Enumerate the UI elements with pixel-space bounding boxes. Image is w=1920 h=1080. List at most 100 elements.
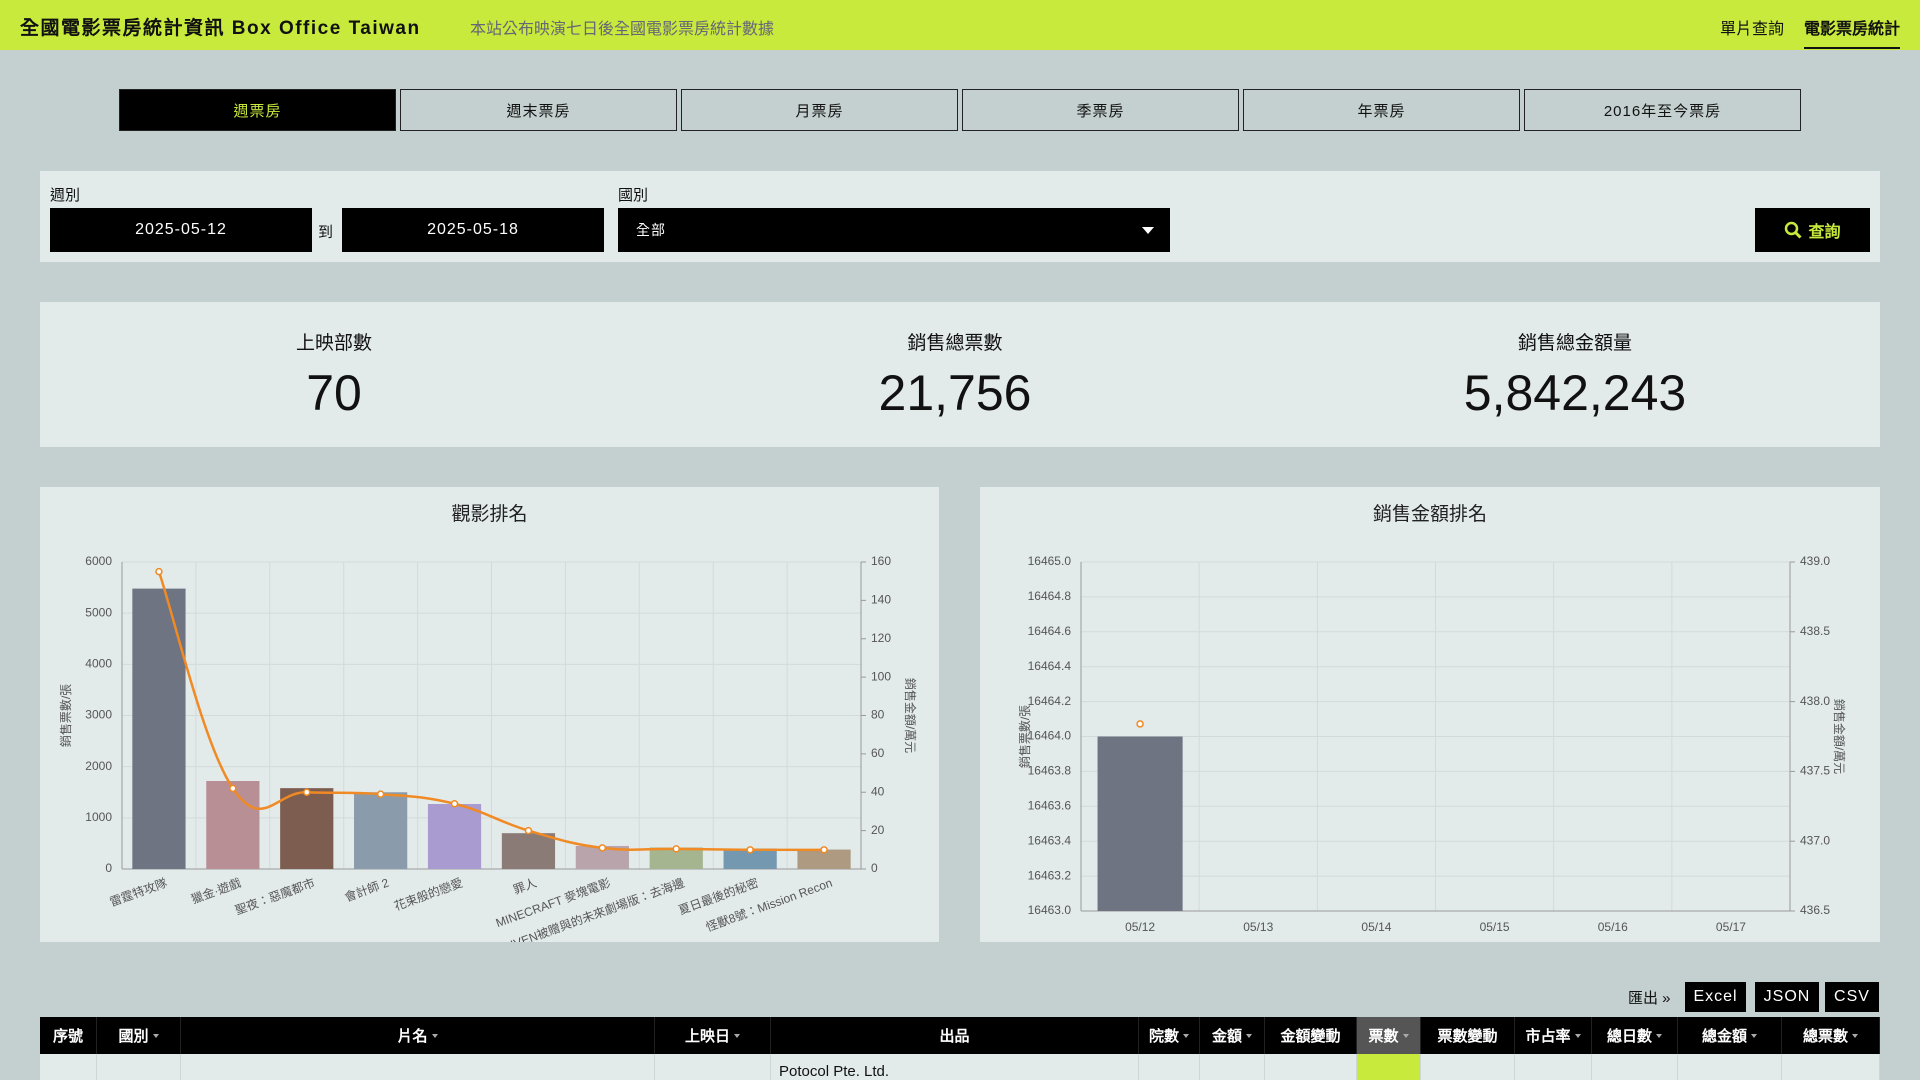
y-tick-label: 16464.0 xyxy=(1028,729,1072,743)
country-select[interactable]: 全部 xyxy=(618,208,1170,252)
table-cell xyxy=(181,1054,655,1080)
y2-tick-label: 60 xyxy=(871,746,885,760)
y2-tick-label: 438.0 xyxy=(1800,694,1830,708)
table-cell xyxy=(1515,1054,1592,1080)
stat-label: 上映部數 xyxy=(295,333,372,354)
y-tick-label: 16464.2 xyxy=(1028,694,1072,708)
line-point xyxy=(524,826,533,835)
line-point xyxy=(376,790,385,798)
column-header[interactable]: 上映日 xyxy=(655,1017,771,1054)
tab[interactable]: 季票房 xyxy=(962,89,1239,131)
stat-value: 21,756 xyxy=(878,365,1032,421)
column-header[interactable]: 票數 xyxy=(1357,1017,1421,1054)
y-tick-label: 16464.6 xyxy=(1028,624,1072,638)
y2-axis-title: 銷售金額/萬元 xyxy=(903,678,918,753)
date-input[interactable]: 2025-05-12 xyxy=(50,208,312,252)
y2-tick-label: 438.5 xyxy=(1800,624,1830,638)
bar xyxy=(797,849,851,869)
stat-label: 銷售總金額量 xyxy=(1517,333,1632,354)
y2-tick-label: 140 xyxy=(871,593,891,607)
y-tick-label: 16464.4 xyxy=(1028,659,1072,673)
y-tick-label: 2000 xyxy=(85,759,112,773)
table-cell xyxy=(1592,1054,1678,1080)
line-point xyxy=(820,846,828,854)
table-cell xyxy=(1678,1054,1782,1080)
line-point xyxy=(229,784,237,793)
y-tick-label: 5000 xyxy=(85,605,112,619)
site-subtitle: 本站公布映演七日後全國電影票房統計數據 xyxy=(470,21,775,38)
export-button[interactable]: Excel xyxy=(1685,982,1746,1012)
y-tick-label: 6000 xyxy=(85,554,112,568)
line-point xyxy=(746,846,754,854)
column-header[interactable]: 總日數 xyxy=(1592,1017,1678,1054)
line-point xyxy=(598,844,607,852)
table-cell: Potocol Pte. Ltd. xyxy=(771,1054,1139,1080)
bar xyxy=(427,804,482,869)
filter-label: 國別 xyxy=(618,187,649,204)
y2-tick-label: 80 xyxy=(871,708,885,722)
column-header: 票數變動 xyxy=(1421,1017,1515,1054)
table-cell xyxy=(1200,1054,1265,1080)
column-header[interactable]: 總金額 xyxy=(1678,1017,1782,1054)
stat-label: 銷售總票數 xyxy=(907,333,1003,354)
table-cell xyxy=(97,1054,181,1080)
x-tick-label: 05/13 xyxy=(1243,920,1273,934)
column-header[interactable]: 院數 xyxy=(1139,1017,1200,1054)
y2-tick-label: 100 xyxy=(871,669,891,683)
tab-active[interactable]: 週票房 xyxy=(119,89,396,131)
stats-panel xyxy=(40,302,1880,447)
bar xyxy=(575,845,629,869)
nav-link[interactable]: 單片查詢 xyxy=(1720,21,1785,38)
bar xyxy=(132,588,186,869)
tab[interactable]: 月票房 xyxy=(681,89,958,131)
y2-tick-label: 0 xyxy=(871,861,878,875)
column-header: 序號 xyxy=(40,1017,97,1054)
site-title[interactable]: 全國電影票房統計資訊 Box Office Taiwan xyxy=(20,18,421,39)
header: 全國電影票房統計資訊 Box Office Taiwan 本站公布映演七日後全國… xyxy=(0,0,1920,50)
y-tick-label: 16463.8 xyxy=(1028,764,1072,778)
export-button[interactable]: CSV xyxy=(1825,982,1879,1012)
column-header[interactable]: 國別 xyxy=(97,1017,181,1054)
x-tick-label: 05/15 xyxy=(1480,920,1510,934)
tab[interactable]: 週末票房 xyxy=(400,89,677,131)
y2-tick-label: 437.0 xyxy=(1800,833,1830,847)
column-header[interactable]: 金額 xyxy=(1200,1017,1265,1054)
y2-tick-label: 437.5 xyxy=(1800,764,1830,778)
bar xyxy=(206,780,260,869)
x-tick-label: 雷霆特攻隊 xyxy=(108,875,170,910)
line-point xyxy=(1136,720,1144,728)
table-cell xyxy=(1782,1054,1880,1080)
column-header[interactable]: 總票數 xyxy=(1782,1017,1880,1054)
y2-tick-label: 20 xyxy=(871,823,885,837)
y2-axis-title: 銷售金額/萬元 xyxy=(1832,699,1847,774)
column-header: 出品 xyxy=(771,1017,1139,1054)
date-input[interactable]: 2025-05-18 xyxy=(342,208,604,252)
chart-title: 觀影排名 xyxy=(451,503,527,525)
y2-tick-label: 160 xyxy=(871,554,891,568)
bar xyxy=(501,833,556,869)
chart: 觀影排名 0 1000 2000 3000 4000 5000 6000 0 20 40 60 80 10… xyxy=(40,487,939,942)
line-point xyxy=(450,800,459,808)
nav-link-active[interactable]: 電影票房統計 xyxy=(1804,15,1901,49)
table-row: Potocol Pte. Ltd. xyxy=(40,1054,1880,1080)
y-tick-label: 1000 xyxy=(85,810,112,824)
export-button[interactable]: JSON xyxy=(1755,982,1819,1012)
filter-label: 週別 xyxy=(50,187,81,204)
y2-tick-label: 40 xyxy=(871,784,885,798)
stat-value: 70 xyxy=(306,365,362,421)
search-button[interactable]: 查詢 xyxy=(1755,208,1870,252)
x-tick-label: 會計師 2 xyxy=(342,875,391,905)
y2-tick-label: 439.0 xyxy=(1800,554,1830,568)
tab[interactable]: 2016年至今票房 xyxy=(1524,89,1801,131)
tab[interactable]: 年票房 xyxy=(1243,89,1520,131)
line-point xyxy=(672,845,680,853)
column-header[interactable]: 市占率 xyxy=(1515,1017,1592,1054)
y-tick-label: 16463.2 xyxy=(1028,868,1072,882)
y-tick-label: 16465.0 xyxy=(1028,554,1072,568)
column-header[interactable]: 片名 xyxy=(181,1017,655,1054)
bar xyxy=(354,792,408,869)
range-separator: 到 xyxy=(318,224,334,241)
bar xyxy=(1097,736,1183,911)
table-cell xyxy=(40,1054,97,1080)
